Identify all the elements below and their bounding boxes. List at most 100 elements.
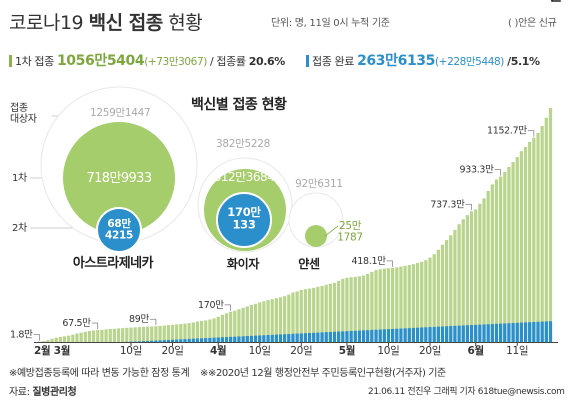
complete-bar — [332, 331, 337, 342]
complete-bar — [544, 321, 548, 342]
first-dose-bar — [386, 268, 391, 342]
first-dose-label: 25만 1787 — [337, 220, 363, 244]
first-dose-bar — [224, 313, 229, 342]
complete-bar — [465, 325, 470, 342]
complete-bar — [316, 332, 320, 342]
first-dose-bar — [482, 198, 486, 342]
complete-bar — [299, 333, 303, 342]
annotation-label: 170만 — [198, 300, 224, 311]
title-prefix: 코로나19 — [9, 12, 84, 34]
footer-note-2: ※※2020년 12월 행정안전부 주민등록인구현황(거주자) 기준 — [200, 368, 446, 379]
first-dose-bar — [42, 341, 46, 342]
first-dose-bar — [465, 215, 470, 342]
first-dose-bar — [432, 254, 436, 342]
first-dose-marker — [9, 55, 12, 67]
first-dose-bar — [71, 334, 75, 342]
first-dose-bar — [116, 328, 121, 342]
complete-bar — [145, 340, 150, 342]
first-dose-bar — [137, 327, 141, 342]
first-dose-stat: 1차 접종 1056만5404(+73만3067) / 접종률 20.6% — [9, 50, 285, 70]
first-dose-bar — [528, 141, 532, 342]
complete-bar — [445, 326, 449, 342]
annotation-label: 418.1만 — [352, 256, 387, 267]
chart-labels: 2월 3월 10일 20일 4월 10일 20일 5월 10일 20일 6월 11일 1.8만 67.5… — [10, 0, 563, 357]
complete-bar — [328, 331, 332, 342]
row-label-target: 접종 대상자 — [10, 102, 37, 125]
complete-bar — [507, 323, 511, 342]
first-dose-label: 1차 접종 — [15, 55, 54, 68]
first-dose-bar — [121, 328, 125, 342]
first-dose-bar — [345, 277, 349, 342]
first-dose-rate-label: / 접종률 — [210, 55, 246, 68]
footer-note-1: ※예방접종등록에 따라 변동 가능한 잠정 통계 — [9, 368, 190, 379]
complete-bar — [204, 338, 208, 342]
first-dose-bar — [233, 310, 237, 342]
first-dose-bar — [515, 157, 519, 342]
first-dose-change: (+73만3067) — [144, 56, 207, 68]
first-dose-bar — [50, 338, 54, 342]
complete-bar — [503, 323, 507, 342]
first-dose-bar — [253, 303, 258, 342]
first-dose-bar — [154, 326, 158, 342]
complete-bar — [457, 325, 461, 342]
complete-bar — [175, 339, 179, 342]
first-dose-bar — [295, 291, 299, 342]
complete-rate: /5.1% — [507, 55, 540, 68]
first-dose-bar — [133, 327, 137, 342]
complete-bar — [386, 329, 391, 342]
complete-bar — [183, 339, 187, 342]
complete-bar — [374, 329, 378, 342]
complete-bar — [370, 329, 374, 342]
first-dose-bar — [428, 257, 432, 342]
first-dose-bar — [320, 285, 324, 342]
first-dose-bar — [287, 294, 291, 342]
source-name: 질병관리청 — [32, 387, 77, 398]
annotation-label: 737.3만 — [430, 199, 465, 210]
annotation-label: 1152.7만 — [487, 126, 527, 137]
first-dose-bar — [299, 289, 303, 342]
complete-bar — [191, 338, 195, 342]
complete-bar — [366, 330, 370, 342]
source-label: 자료: — [9, 387, 30, 398]
first-dose-bar — [337, 281, 341, 342]
complete-bar — [486, 324, 490, 342]
target-label: 382만5228 — [216, 138, 270, 150]
bar-series — [34, 108, 558, 343]
first-dose-bar — [536, 132, 540, 342]
second-dose-circle — [216, 192, 272, 248]
first-dose-bar — [96, 330, 100, 342]
first-dose-bar — [145, 326, 150, 342]
panel-title: 백신별 접종 현황 — [191, 96, 287, 113]
first-dose-bar — [166, 325, 170, 342]
complete-bar — [295, 333, 299, 342]
footer-credit: 21.06.11 전진우 그래픽 기자 618tue@newsis.com — [368, 387, 565, 397]
first-dose-bar — [141, 326, 146, 342]
first-dose-bar — [58, 336, 63, 342]
vaccine-name: 아스트라제네카 — [73, 255, 154, 271]
complete-bar — [229, 336, 233, 342]
first-dose-bar — [191, 322, 195, 342]
complete-bar — [449, 326, 453, 342]
complete-bar — [199, 338, 204, 342]
first-dose-bar — [220, 314, 224, 342]
first-dose-bar — [54, 337, 58, 342]
complete-bar — [382, 329, 386, 342]
complete-marker — [306, 55, 309, 67]
title-bold: 백신 접종 — [88, 12, 164, 34]
first-dose-bar — [108, 329, 112, 342]
first-dose-bar — [490, 184, 494, 342]
unit-note: 단위: 명, 11일 0시 누적 기준 — [271, 18, 390, 29]
x-tick-label: 20일 — [419, 344, 441, 357]
complete-bar — [453, 325, 457, 342]
complete-bar — [245, 336, 249, 342]
second-dose-label: 68만 4215 — [105, 217, 133, 242]
complete-bar — [303, 333, 308, 342]
first-dose-bar — [112, 328, 116, 342]
row-label-first: 1차 — [12, 172, 27, 184]
x-tick-label: 6월 — [468, 344, 484, 357]
first-dose-bar — [129, 327, 133, 342]
second-dose-circle — [96, 207, 142, 253]
vaccine-name: 화이자 — [227, 256, 259, 271]
